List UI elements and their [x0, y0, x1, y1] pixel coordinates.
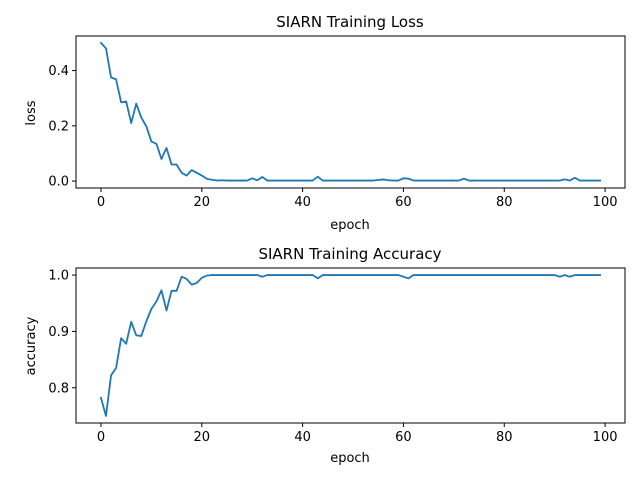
accuracy-y-axis-label: accuracy: [24, 316, 39, 375]
loss-chart-title: SIARN Training Loss: [276, 13, 424, 31]
accuracy-y-tick-label: 0.8: [48, 381, 69, 396]
loss-x-axis-label: epoch: [330, 218, 370, 233]
loss-x-tick-label: 0: [97, 195, 105, 210]
accuracy-plot-frame: [75, 267, 626, 424]
loss-x-tick-label: 20: [194, 195, 211, 210]
accuracy-x-tick-label: 60: [395, 430, 412, 445]
loss-y-tick-label: 0.0: [48, 175, 69, 190]
accuracy-x-axis-label: epoch: [330, 451, 370, 466]
loss-series-line: [99, 41, 601, 182]
accuracy-x-ticks: 0 20 40 60 80 100: [97, 423, 618, 445]
loss-y-tick-label: 0.4: [48, 64, 69, 79]
accuracy-chart: SIARN Training Accuracy 0 20 40 60 80 100 0.8…: [24, 245, 626, 466]
loss-y-ticks: 0.0 0.2 0.4: [48, 64, 76, 190]
accuracy-x-tick-label: 0: [97, 430, 105, 445]
accuracy-series-line: [99, 274, 601, 417]
accuracy-series-layer: [99, 274, 601, 417]
loss-x-ticks: 0 20 40 60 80 100: [97, 188, 618, 210]
accuracy-chart-title: SIARN Training Accuracy: [258, 245, 441, 263]
loss-plot-frame: [75, 35, 626, 189]
accuracy-x-tick-label: 20: [194, 430, 211, 445]
loss-x-tick-label: 100: [593, 195, 618, 210]
loss-chart: SIARN Training Loss 0 20 40 60 80 100 0.00.20…: [24, 13, 626, 233]
accuracy-y-tick-label: 1.0: [48, 269, 69, 284]
accuracy-x-tick-label: 40: [294, 430, 311, 445]
accuracy-x-tick-label: 100: [593, 430, 618, 445]
loss-series-layer: [99, 41, 601, 182]
loss-y-axis-label: loss: [24, 100, 39, 125]
accuracy-y-tick-label: 0.9: [48, 325, 69, 340]
accuracy-x-tick-label: 80: [496, 430, 513, 445]
loss-y-tick-label: 0.2: [48, 119, 69, 134]
loss-x-tick-label: 60: [395, 195, 412, 210]
loss-x-tick-label: 40: [294, 195, 311, 210]
accuracy-y-ticks: 0.8 0.9 1.0: [48, 269, 76, 396]
loss-x-tick-label: 80: [496, 195, 513, 210]
